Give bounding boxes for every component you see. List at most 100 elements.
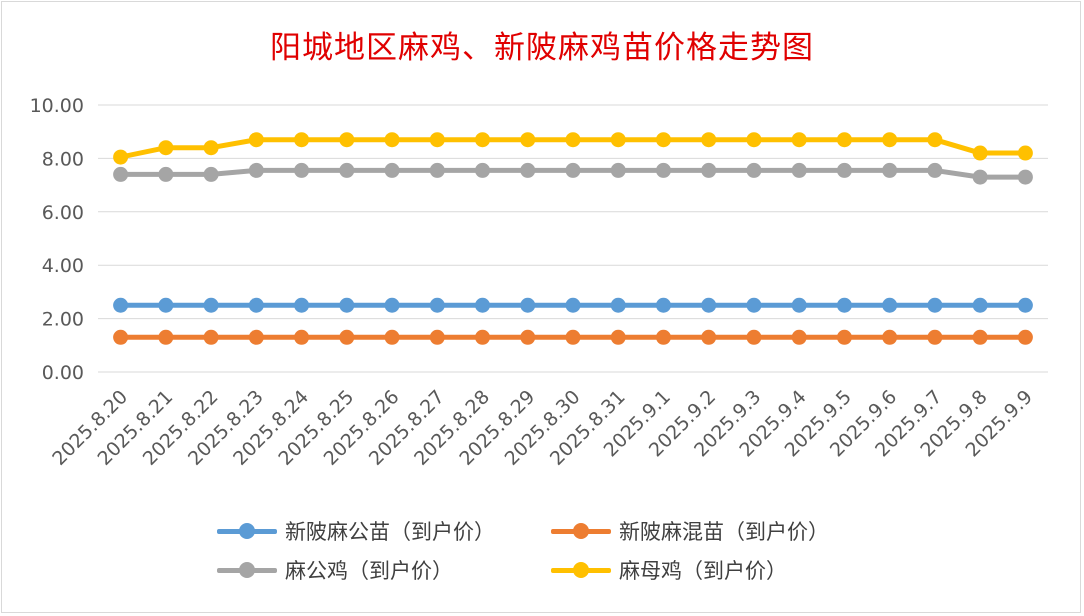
data-point[interactable] — [429, 329, 445, 345]
data-point[interactable] — [294, 162, 310, 178]
data-point[interactable] — [113, 297, 129, 313]
data-point[interactable] — [203, 329, 219, 345]
data-point[interactable] — [610, 162, 626, 178]
data-point[interactable] — [882, 329, 898, 345]
data-point[interactable] — [429, 297, 445, 313]
data-point[interactable] — [520, 297, 536, 313]
data-point[interactable] — [158, 329, 174, 345]
data-point[interactable] — [655, 162, 671, 178]
data-point[interactable] — [565, 297, 581, 313]
data-point[interactable] — [701, 329, 717, 345]
data-point[interactable] — [746, 162, 762, 178]
legend-label-0: 新陂麻公苗（到户价） — [285, 520, 495, 544]
data-point[interactable] — [203, 166, 219, 182]
data-point[interactable] — [429, 132, 445, 148]
data-point[interactable] — [791, 132, 807, 148]
data-point[interactable] — [927, 132, 943, 148]
data-point[interactable] — [1017, 145, 1033, 161]
data-point[interactable] — [429, 162, 445, 178]
x-axis-ticks: 2025.8.202025.8.212025.8.222025.8.232025… — [48, 386, 1037, 470]
chart-title: 阳城地区麻鸡、新陂麻鸡苗价格走势图 — [270, 30, 814, 66]
data-point[interactable] — [339, 297, 355, 313]
data-point[interactable] — [791, 329, 807, 345]
y-axis-ticks: 0.00 2.00 4.00 6.00 8.00 10.00 — [30, 95, 84, 384]
data-point[interactable] — [565, 329, 581, 345]
legend-swatch-3 — [551, 560, 611, 580]
data-point[interactable] — [520, 132, 536, 148]
data-point[interactable] — [113, 166, 129, 182]
data-point[interactable] — [158, 297, 174, 313]
data-point[interactable] — [158, 166, 174, 182]
data-point[interactable] — [882, 162, 898, 178]
legend-swatch-2 — [217, 560, 277, 580]
data-point[interactable] — [972, 297, 988, 313]
legend-item-0[interactable]: 新陂麻公苗（到户价） — [217, 516, 495, 546]
data-point[interactable] — [248, 329, 264, 345]
data-point[interactable] — [475, 162, 491, 178]
data-point[interactable] — [610, 329, 626, 345]
data-point[interactable] — [746, 297, 762, 313]
data-point[interactable] — [565, 132, 581, 148]
data-point[interactable] — [972, 169, 988, 185]
data-point[interactable] — [972, 329, 988, 345]
series-2 — [113, 162, 1033, 185]
data-point[interactable] — [294, 329, 310, 345]
data-point[interactable] — [520, 162, 536, 178]
data-point[interactable] — [927, 297, 943, 313]
data-point[interactable] — [927, 162, 943, 178]
data-point[interactable] — [836, 162, 852, 178]
data-point[interactable] — [294, 297, 310, 313]
data-point[interactable] — [248, 162, 264, 178]
data-point[interactable] — [655, 329, 671, 345]
data-point[interactable] — [1017, 169, 1033, 185]
data-point[interactable] — [655, 297, 671, 313]
data-point[interactable] — [113, 149, 129, 165]
data-point[interactable] — [248, 297, 264, 313]
y-tick-label: 8.00 — [42, 148, 84, 170]
data-point[interactable] — [927, 329, 943, 345]
data-point[interactable] — [158, 140, 174, 156]
data-point[interactable] — [836, 297, 852, 313]
data-point[interactable] — [610, 297, 626, 313]
legend-item-3[interactable]: 麻母鸡（到户价） — [551, 555, 787, 585]
data-point[interactable] — [655, 132, 671, 148]
data-point[interactable] — [972, 145, 988, 161]
data-point[interactable] — [384, 329, 400, 345]
data-point[interactable] — [882, 132, 898, 148]
legend-label-1: 新陂麻混苗（到户价） — [619, 520, 829, 544]
data-point[interactable] — [248, 132, 264, 148]
data-point[interactable] — [791, 162, 807, 178]
data-point[interactable] — [339, 162, 355, 178]
data-point[interactable] — [1017, 329, 1033, 345]
data-point[interactable] — [475, 297, 491, 313]
data-point[interactable] — [520, 329, 536, 345]
data-point[interactable] — [746, 132, 762, 148]
data-point[interactable] — [339, 132, 355, 148]
data-point[interactable] — [475, 329, 491, 345]
data-point[interactable] — [701, 162, 717, 178]
data-point[interactable] — [610, 132, 626, 148]
legend-label-2: 麻公鸡（到户价） — [285, 559, 453, 583]
data-point[interactable] — [836, 329, 852, 345]
data-point[interactable] — [882, 297, 898, 313]
data-point[interactable] — [384, 162, 400, 178]
data-point[interactable] — [791, 297, 807, 313]
data-point[interactable] — [1017, 297, 1033, 313]
data-point[interactable] — [203, 297, 219, 313]
legend-item-1[interactable]: 新陂麻混苗（到户价） — [551, 516, 829, 546]
y-tick-label: 4.00 — [42, 255, 84, 277]
data-point[interactable] — [701, 297, 717, 313]
data-point[interactable] — [294, 132, 310, 148]
data-point[interactable] — [384, 132, 400, 148]
data-point[interactable] — [836, 132, 852, 148]
data-point[interactable] — [701, 132, 717, 148]
data-point[interactable] — [339, 329, 355, 345]
data-point[interactable] — [384, 297, 400, 313]
data-point[interactable] — [475, 132, 491, 148]
data-point[interactable] — [203, 140, 219, 156]
data-point[interactable] — [565, 162, 581, 178]
data-point[interactable] — [746, 329, 762, 345]
data-point[interactable] — [113, 329, 129, 345]
legend-item-2[interactable]: 麻公鸡（到户价） — [217, 555, 453, 585]
